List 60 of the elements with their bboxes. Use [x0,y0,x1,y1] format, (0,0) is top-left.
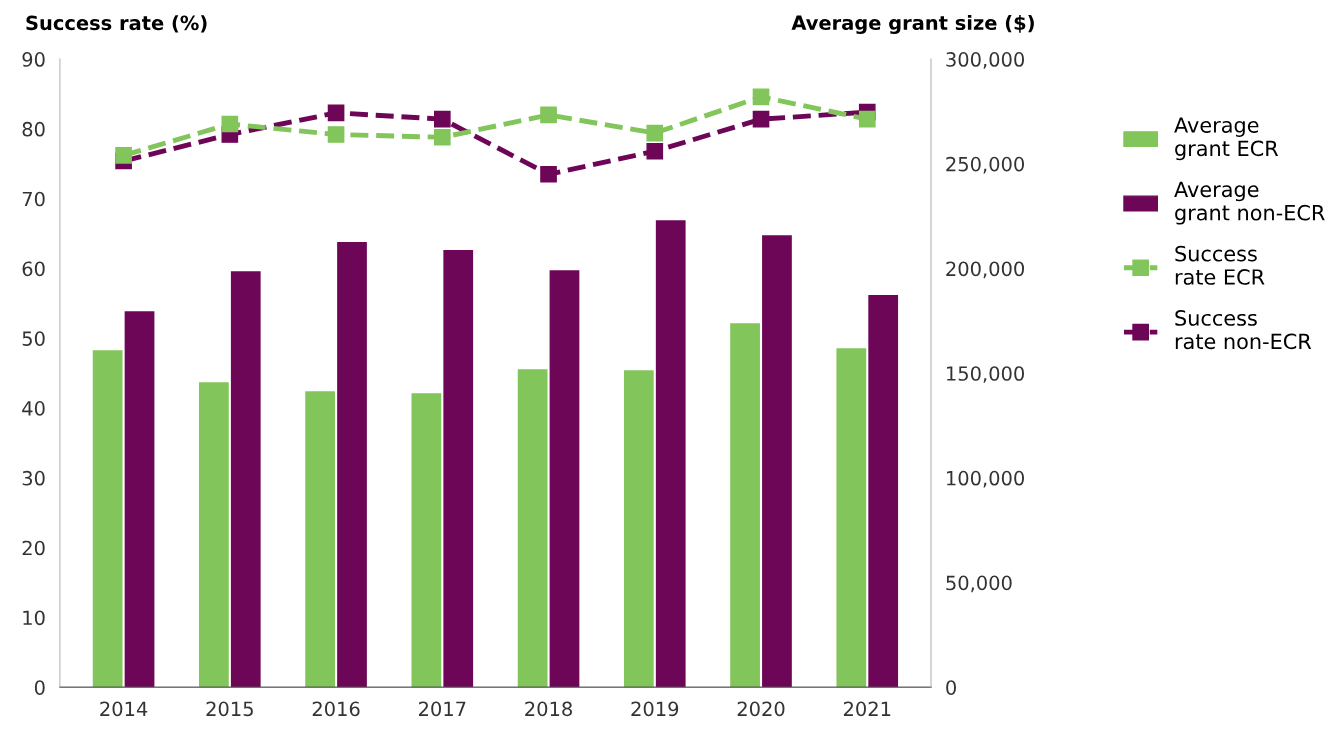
y-tick-label: 10 [23,610,45,626]
bar [868,295,899,688]
bar [443,250,474,688]
point [433,110,451,128]
point [752,88,770,106]
bar [305,391,336,688]
y-tick-label: 30 [22,470,45,486]
bar [836,348,867,688]
y2-tick-label: 200,000 [946,261,1025,279]
bar [411,393,442,688]
y2-tick-label: 150,000 [947,366,1025,383]
point [858,110,876,128]
x-tick-label: 2016 [312,701,360,717]
y2-tick-label: 250,000 [946,156,1025,174]
y-tick-label: 0 [34,680,45,695]
point [221,115,239,133]
x-tick-label: 2017 [418,701,466,717]
bar [730,323,760,688]
bar [124,311,155,688]
y-tick-label: 60 [22,261,45,277]
x-tick-label: 2020 [737,701,785,717]
x-tick-label: 2021 [843,701,891,717]
y-tick-label: 80 [22,121,45,137]
bar [549,270,580,688]
x-tick-label: 2015 [206,701,253,717]
legend-label: Average grant ECR [1174,117,1279,161]
y-tick-label: 90 [22,52,45,67]
point [327,126,345,143]
legend-label: Average grant non-ECR [1174,181,1325,225]
point [433,128,451,146]
bar [655,220,686,688]
y2-tick-label: 100,000 [947,470,1025,488]
legend-label: Success rate non-ECR [1175,310,1312,350]
point [540,165,557,183]
y2-tick-label: 0 [946,680,956,695]
bar [92,350,123,688]
x-tick-label: 2014 [100,701,148,717]
y-axis-title: Success rate (%) [26,15,207,33]
bar [230,271,261,688]
bar [199,382,229,688]
bar [623,370,654,688]
bar [337,242,367,688]
legend-label: Success rate ECR [1175,245,1265,285]
y-tick-label: 40 [22,401,45,416]
x-tick-label: 2018 [525,701,572,717]
y-tick-label: 50 [22,331,45,346]
y2-tick-label: 50,000 [946,575,1012,593]
y-tick-label: 70 [22,191,45,207]
y2-tick-label: 300,000 [946,52,1025,69]
x-tick-label: 2019 [631,701,679,717]
y2-axis-title: Average grant size ($) [791,15,1034,34]
point [540,106,557,124]
point [752,110,770,128]
point [646,124,664,142]
point [327,104,345,122]
point [115,147,132,164]
bar [762,235,792,688]
y-tick-label: 20 [22,540,45,556]
point [646,142,664,160]
bar [517,369,548,688]
